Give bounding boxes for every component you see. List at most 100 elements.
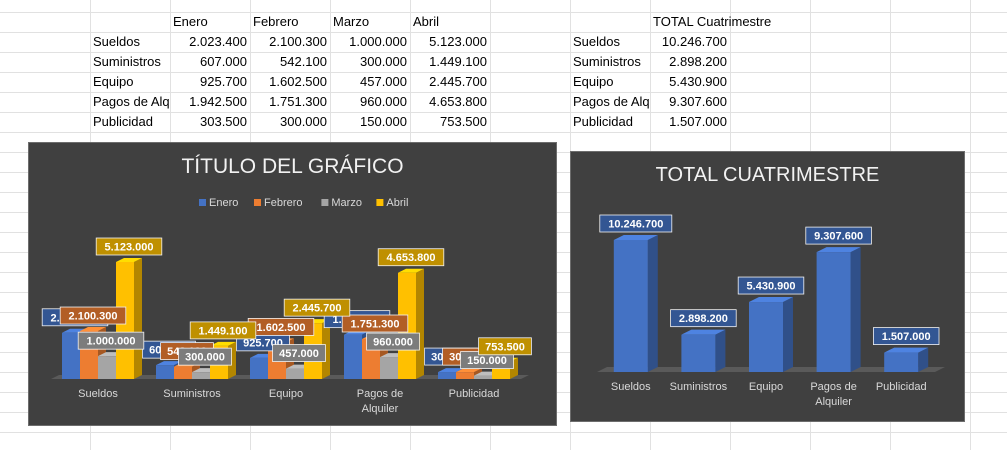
- chart1-plot: 2.023.400607.000925.7001.942.500303.5002…: [41, 197, 532, 415]
- svg-text:300.000: 300.000: [185, 352, 225, 364]
- category-label: Equipo: [749, 381, 783, 393]
- value-cell[interactable]: 300.000: [280, 114, 327, 129]
- header-febrero[interactable]: Febrero: [253, 14, 299, 29]
- data-label: 457.000: [272, 344, 326, 362]
- value-cell[interactable]: 542.100: [280, 54, 327, 69]
- svg-text:1.602.500: 1.602.500: [257, 322, 306, 334]
- svg-text:1.751.300: 1.751.300: [351, 319, 400, 331]
- value-cell[interactable]: 1.449.100: [429, 54, 487, 69]
- category-label: Suministros: [670, 381, 728, 393]
- bar-total-2[interactable]: [749, 297, 793, 372]
- svg-text:1.449.100: 1.449.100: [199, 325, 248, 337]
- svg-text:1.000.000: 1.000.000: [87, 336, 136, 348]
- value-cell[interactable]: 753.500: [440, 114, 487, 129]
- value-cell[interactable]: 2.023.400: [189, 34, 247, 49]
- svg-text:5.430.900: 5.430.900: [747, 281, 796, 293]
- value-cell[interactable]: 925.700: [200, 74, 247, 89]
- svg-text:150.000: 150.000: [467, 355, 507, 367]
- svg-text:2.100.300: 2.100.300: [69, 311, 118, 323]
- data-label: 4.653.800: [377, 248, 445, 267]
- category-label: Alquiler: [815, 396, 852, 408]
- chart-title: TOTAL CUATRIMESTRE: [655, 164, 880, 186]
- value-cell[interactable]: 960.000: [360, 94, 407, 109]
- data-label: 2.445.700: [283, 298, 351, 317]
- legend-entry: Enero: [209, 197, 238, 209]
- chart-title: TÍTULO DEL GRÁFICO: [181, 155, 404, 178]
- value-cell[interactable]: 150.000: [360, 114, 407, 129]
- category-label: Publicidad: [449, 388, 500, 400]
- legend-swatch: [254, 199, 261, 206]
- row-label[interactable]: Publicidad: [573, 114, 633, 129]
- chart-total-cuatrimestre[interactable]: TOTAL CUATRIMESTRE 10.246.700 2.898.200 5.…: [570, 151, 965, 422]
- svg-text:1.507.000: 1.507.000: [882, 331, 931, 343]
- data-label: 10.246.700: [599, 214, 673, 233]
- category-label: Sueldos: [611, 381, 651, 393]
- total-cell[interactable]: 1.507.000: [669, 114, 727, 129]
- data-label: 5.430.900: [737, 276, 805, 295]
- row-label[interactable]: Sueldos: [573, 34, 620, 49]
- bar-total-3[interactable]: [816, 247, 861, 372]
- data-label: 2.100.300: [59, 306, 127, 325]
- row-label[interactable]: Equipo: [573, 74, 614, 89]
- value-cell[interactable]: 1.942.500: [189, 94, 247, 109]
- row-label[interactable]: Pagos de Alquiler: [93, 94, 169, 109]
- header-enero[interactable]: Enero: [173, 14, 208, 29]
- bar-total-0[interactable]: [613, 235, 658, 372]
- category-label: Publicidad: [876, 381, 927, 393]
- value-cell[interactable]: 2.445.700: [429, 74, 487, 89]
- total-cell[interactable]: 9.307.600: [669, 94, 727, 109]
- data-label: 960.000: [366, 332, 420, 351]
- svg-text:2.445.700: 2.445.700: [293, 303, 342, 315]
- legend-swatch: [199, 199, 206, 206]
- value-cell[interactable]: 457.000: [360, 74, 407, 89]
- value-cell[interactable]: 607.000: [200, 54, 247, 69]
- data-label: 1.602.500: [247, 318, 315, 336]
- value-cell[interactable]: 1.000.000: [349, 34, 407, 49]
- bar-total-1[interactable]: [681, 329, 726, 372]
- row-label[interactable]: Equipo: [93, 74, 134, 89]
- value-cell[interactable]: 5.123.000: [429, 34, 487, 49]
- bar-total-4[interactable]: [884, 347, 929, 372]
- data-label: 300.000: [178, 347, 232, 366]
- data-label: 1.507.000: [872, 327, 940, 345]
- total-cell[interactable]: 2.898.200: [669, 54, 727, 69]
- total-cell[interactable]: 5.430.900: [669, 74, 727, 89]
- value-cell[interactable]: 303.500: [200, 114, 247, 129]
- value-cell[interactable]: 4.653.800: [429, 94, 487, 109]
- data-label: 5.123.000: [95, 237, 163, 256]
- data-label: 9.307.600: [805, 226, 872, 245]
- row-label[interactable]: Pagos de Alquiler: [573, 94, 649, 109]
- chart2-plot: 10.246.700 2.898.200 5.430.900 9.307.600 1.5…: [597, 214, 945, 408]
- legend-entry: Abril: [386, 197, 408, 209]
- row-label[interactable]: Suministros: [573, 54, 641, 69]
- header-marzo[interactable]: Marzo: [333, 14, 370, 29]
- svg-text:9.307.600: 9.307.600: [814, 231, 863, 243]
- category-label: Suministros: [163, 388, 221, 400]
- value-cell[interactable]: 1.751.300: [269, 94, 327, 109]
- svg-text:457.000: 457.000: [279, 348, 319, 360]
- legend-swatch: [376, 199, 384, 206]
- category-label: Equipo: [269, 388, 303, 400]
- chart-titulo-del-grafico[interactable]: TÍTULO DEL GRÁFICO 2.023.400607.000925.7…: [28, 142, 557, 426]
- svg-text:5.123.000: 5.123.000: [105, 242, 154, 254]
- data-label: 1.751.300: [341, 314, 409, 333]
- header-total-cuatrimestre[interactable]: TOTAL Cuatrimestre: [653, 14, 772, 29]
- legend-swatch: [321, 199, 329, 206]
- legend-entry: Febrero: [264, 197, 303, 209]
- category-label: Pagos de: [810, 381, 856, 393]
- category-label: Pagos de: [357, 388, 403, 400]
- row-label[interactable]: Sueldos: [93, 34, 140, 49]
- row-label[interactable]: Publicidad: [93, 114, 153, 129]
- total-cell[interactable]: 10.246.700: [661, 34, 727, 49]
- svg-text:10.246.700: 10.246.700: [608, 219, 663, 231]
- data-label: 1.000.000: [77, 331, 145, 350]
- svg-text:4.653.800: 4.653.800: [387, 252, 436, 264]
- data-label: 753.500: [478, 337, 532, 356]
- value-cell[interactable]: 1.602.500: [269, 74, 327, 89]
- svg-text:960.000: 960.000: [373, 337, 413, 349]
- value-cell[interactable]: 300.000: [360, 54, 407, 69]
- svg-text:753.500: 753.500: [485, 341, 525, 353]
- header-abril[interactable]: Abril: [413, 14, 440, 29]
- value-cell[interactable]: 2.100.300: [269, 34, 327, 49]
- row-label[interactable]: Suministros: [93, 54, 161, 69]
